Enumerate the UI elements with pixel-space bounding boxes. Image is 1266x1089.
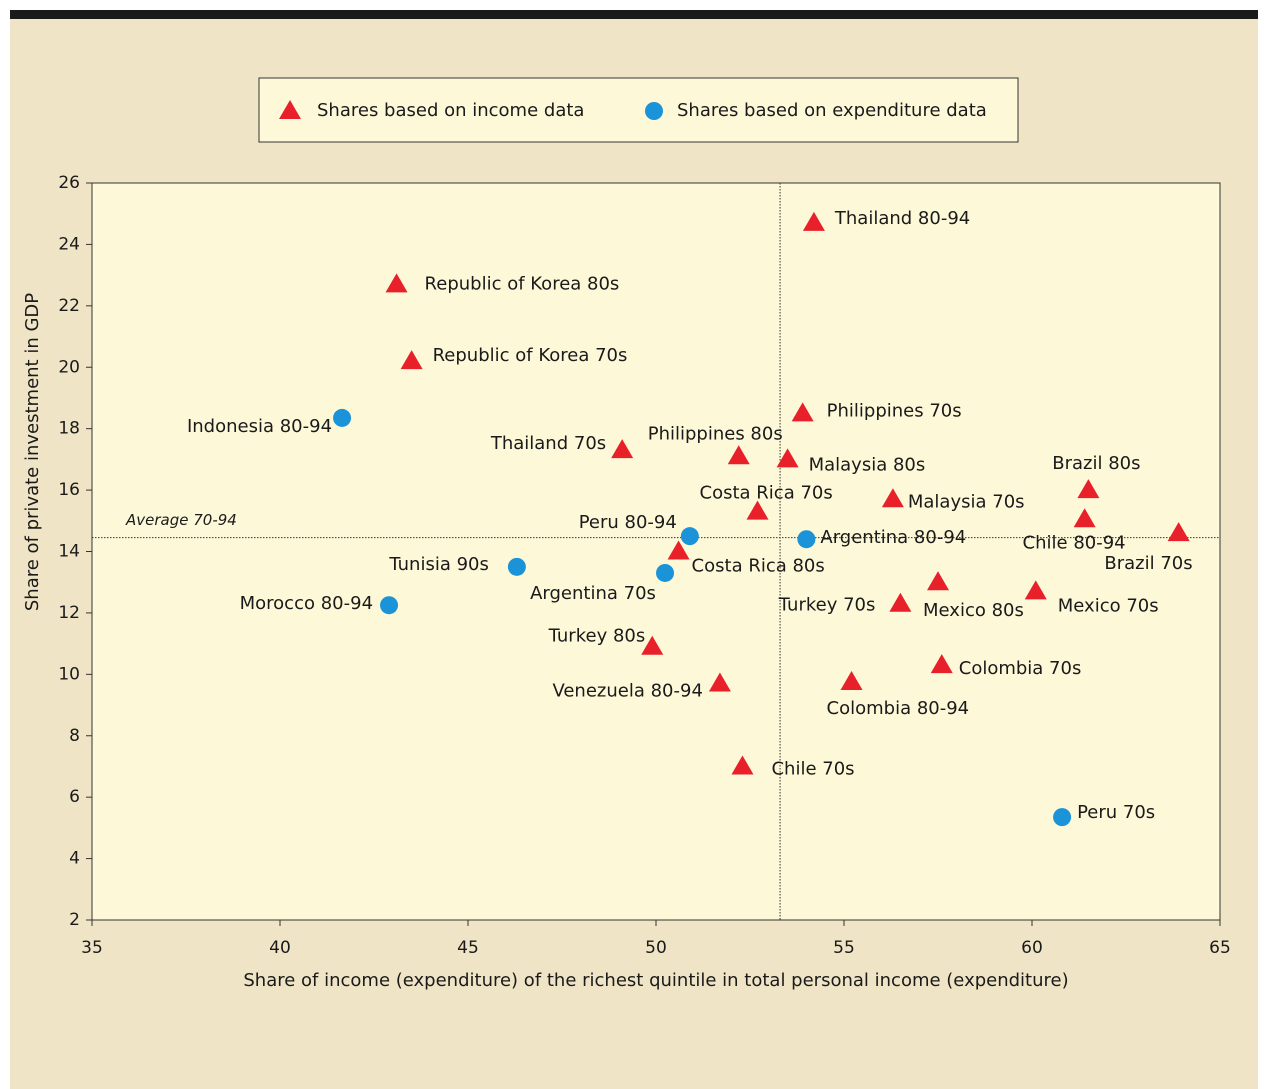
point	[1053, 808, 1072, 827]
point	[385, 273, 408, 293]
point	[746, 500, 769, 520]
y-tick-label: 2	[69, 910, 80, 930]
point	[731, 755, 754, 775]
point	[680, 527, 699, 546]
point-label: Mexico 80s	[923, 600, 1024, 621]
x-tick-label: 55	[833, 938, 855, 958]
x-tick-label: 45	[457, 938, 479, 958]
point-label: Chile 70s	[771, 758, 854, 779]
point	[667, 540, 690, 560]
x-tick-label: 35	[81, 938, 103, 958]
x-axis-title: Share of income (expenditure) of the ric…	[243, 970, 1068, 991]
point-label: Morocco 80-94	[240, 593, 373, 614]
legend-label: Shares based on income data	[317, 100, 584, 121]
legend-label: Shares based on expenditure data	[677, 100, 987, 121]
point-label: Peru 80-94	[579, 512, 677, 533]
y-tick-label: 4	[69, 849, 80, 869]
point	[802, 211, 825, 231]
point-label: Republic of Korea 70s	[433, 345, 628, 366]
x-tick-label: 50	[645, 938, 667, 958]
point	[840, 671, 863, 691]
point-label: Thailand 70s	[490, 433, 606, 454]
point	[507, 557, 526, 576]
legend-box	[258, 77, 1019, 143]
point-label: Tunisia 90s	[388, 554, 489, 575]
y-tick-label: 20	[58, 357, 80, 377]
point-label: Brazil 80s	[1052, 453, 1140, 474]
point-label: Venezuela 80-94	[552, 681, 702, 702]
point	[380, 596, 399, 615]
point-label: Thailand 80-94	[834, 208, 970, 229]
y-tick-label: 8	[69, 726, 80, 746]
point-label: Mexico 70s	[1058, 595, 1159, 616]
point-label: Indonesia 80-94	[187, 416, 332, 437]
y-axis-title: Share of private investment in GDP	[22, 293, 43, 611]
point	[1077, 479, 1100, 499]
point-label: Malaysia 80s	[809, 454, 926, 475]
y-tick-label: 12	[58, 603, 80, 623]
point	[656, 563, 675, 582]
top-bar	[10, 10, 1258, 19]
y-tick-label: 10	[58, 664, 80, 684]
point	[881, 488, 904, 508]
x-tick-label: 60	[1021, 938, 1043, 958]
legend-marker	[645, 102, 663, 120]
y-tick-label: 16	[58, 480, 80, 500]
legend-marker	[279, 100, 301, 119]
point-label: Republic of Korea 80s	[425, 273, 620, 294]
point-label: Turkey 80s	[548, 626, 646, 647]
point-label: Peru 70s	[1077, 802, 1155, 823]
point	[1024, 580, 1047, 600]
point	[797, 530, 816, 549]
point-label: Brazil 70s	[1104, 553, 1192, 574]
point-label: Argentina 80-94	[820, 527, 966, 548]
point-label: Costa Rica 80s	[692, 556, 825, 577]
point	[791, 402, 814, 422]
point	[641, 635, 664, 655]
point-label: Argentina 70s	[530, 583, 656, 604]
y-tick-label: 14	[58, 542, 80, 562]
point	[727, 445, 750, 465]
point-label: Philippines 70s	[827, 400, 962, 421]
y-tick-label: 6	[69, 787, 80, 807]
y-tick-label: 24	[58, 234, 80, 254]
point	[400, 350, 423, 370]
point	[889, 592, 912, 612]
point	[927, 571, 949, 591]
point	[333, 408, 352, 427]
y-tick-label: 18	[58, 419, 80, 439]
point-label: Philippines 80s	[648, 423, 783, 444]
plot-area	[91, 182, 1221, 921]
point-label: Turkey 70s	[778, 595, 876, 616]
point-label: Costa Rica 70s	[700, 483, 833, 504]
point	[1073, 508, 1096, 528]
point	[1167, 522, 1190, 542]
point	[776, 448, 799, 468]
point-label: Malaysia 70s	[908, 491, 1025, 512]
point	[611, 439, 634, 459]
reference-label: Average 70-94	[125, 511, 237, 529]
point	[708, 672, 731, 692]
point-label: Chile 80-94	[1023, 532, 1126, 553]
y-tick-label: 26	[58, 173, 80, 193]
point	[930, 654, 953, 674]
point-label: Colombia 70s	[959, 658, 1082, 679]
y-tick-label: 22	[58, 296, 80, 316]
point-label: Colombia 80-94	[827, 698, 970, 719]
x-tick-label: 40	[269, 938, 291, 958]
x-tick-label: 65	[1209, 938, 1231, 958]
